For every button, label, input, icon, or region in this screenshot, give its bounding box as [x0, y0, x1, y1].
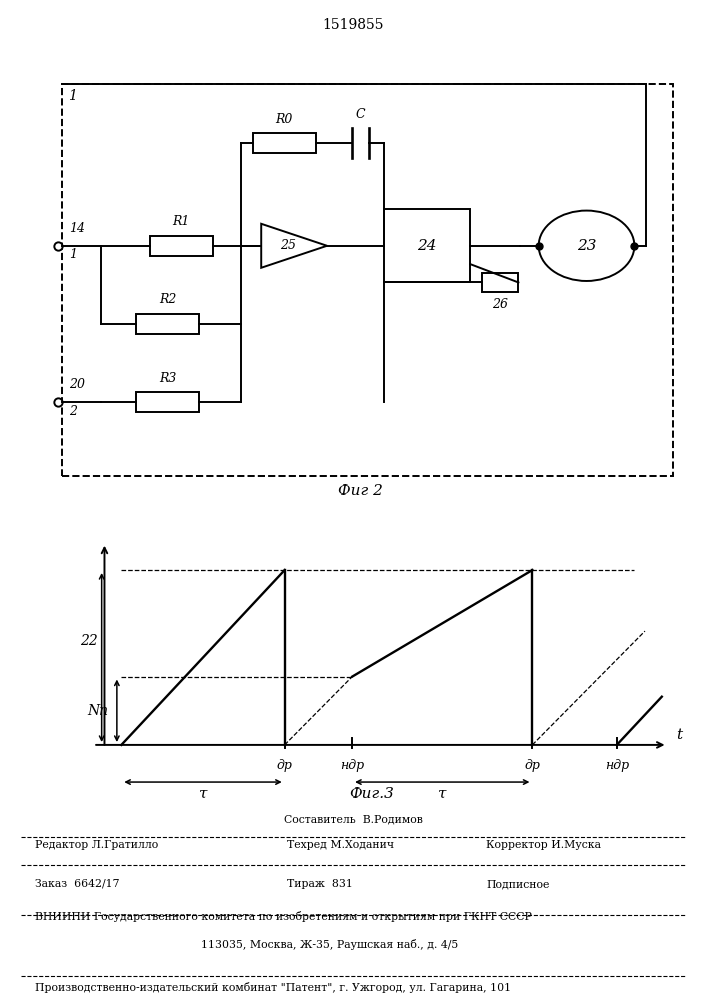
Text: Фиг.3: Фиг.3: [349, 787, 395, 801]
Text: 1: 1: [68, 89, 77, 103]
Text: 14: 14: [69, 222, 86, 235]
Text: R3: R3: [159, 372, 177, 385]
Text: ндр: ндр: [340, 759, 364, 772]
Text: 24: 24: [417, 239, 437, 253]
Text: ВНИИПИ Государственного комитета по изобретениям и открытиям при ГКНТ СССР: ВНИИПИ Государственного комитета по изоб…: [35, 911, 532, 922]
Text: Тираж  831: Тираж 831: [287, 879, 353, 889]
Text: Редактор Л.Гратилло: Редактор Л.Гратилло: [35, 840, 158, 850]
Text: 25: 25: [280, 239, 296, 252]
Text: Фиг 2: Фиг 2: [338, 484, 383, 498]
Text: Производственно-издательский комбинат "Патент", г. Ужгород, ул. Гагарина, 101: Производственно-издательский комбинат "П…: [35, 982, 510, 993]
Text: C: C: [356, 108, 366, 121]
Text: 22: 22: [81, 634, 98, 648]
Text: 23: 23: [577, 239, 596, 253]
Text: R2: R2: [159, 293, 177, 306]
Text: τ: τ: [199, 786, 207, 800]
Text: 26: 26: [492, 298, 508, 311]
Text: 2: 2: [69, 405, 78, 418]
Text: 1: 1: [69, 248, 78, 261]
Text: др: др: [525, 759, 540, 772]
Text: др: др: [276, 759, 293, 772]
Text: 113035, Москва, Ж-35, Раушская наб., д. 4/5: 113035, Москва, Ж-35, Раушская наб., д. …: [201, 939, 458, 950]
Text: 1519855: 1519855: [323, 18, 384, 32]
Text: R1: R1: [173, 215, 189, 228]
Text: Корректор И.Муска: Корректор И.Муска: [486, 840, 602, 850]
Text: ндр: ндр: [604, 759, 629, 772]
Text: 20: 20: [69, 378, 86, 391]
Text: Nп: Nп: [88, 704, 108, 718]
Text: Составитель  В.Родимов: Составитель В.Родимов: [284, 814, 423, 824]
Text: t: t: [676, 728, 682, 742]
Text: Подписное: Подписное: [486, 879, 550, 889]
Text: Техред М.Ходанич: Техред М.Ходанич: [287, 840, 395, 850]
Text: Заказ  6642/17: Заказ 6642/17: [35, 879, 119, 889]
Text: R0: R0: [276, 113, 293, 126]
Text: τ: τ: [438, 786, 447, 800]
